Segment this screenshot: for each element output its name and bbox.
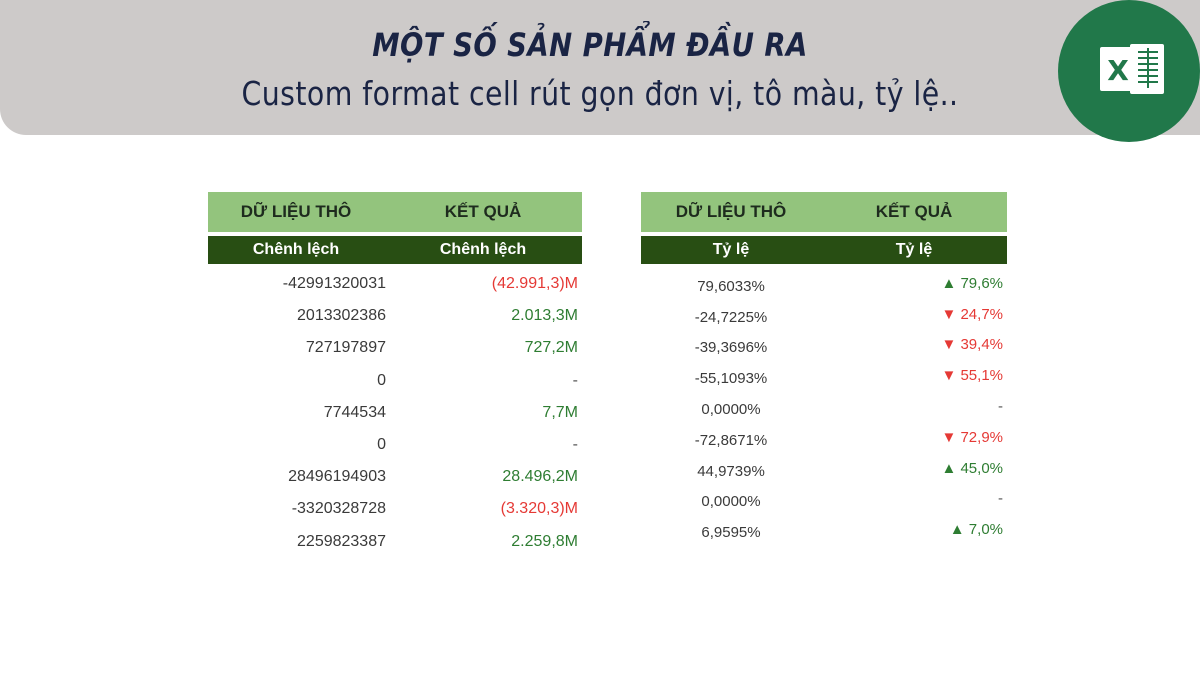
table-row: 0- [208, 365, 582, 397]
amount-subheader-result: Chênh lệch [439, 241, 527, 258]
raw-value: 6,9595% [701, 524, 761, 542]
table-row: 7744534 7,7M [208, 397, 582, 429]
excel-logo-letter: X [1107, 54, 1129, 87]
table-row: 727197897 727,2M [208, 332, 582, 364]
result-value: ▲ 79,6% [941, 274, 1003, 292]
result-value: 727,2M [524, 339, 578, 357]
result-value: ▼ 39,4% [941, 336, 1003, 354]
table-row: 0,0000% - [641, 484, 1007, 515]
page-subtitle: Custom format cell rút gọn đơn vị, tô mà… [241, 74, 959, 113]
ratio-header-raw: DỮ LIỆU THÔ [675, 202, 787, 221]
amount-header-result: KẾT QUẢ [444, 202, 522, 221]
raw-value: 28496194903 [288, 468, 386, 486]
result-value: ▼ 24,7% [941, 305, 1003, 323]
result-value: 28.496,2M [502, 468, 578, 486]
result-value: - [572, 436, 578, 454]
table-row: 2259823387 2.259,8M [208, 526, 582, 558]
ratio-subheader-raw: Tỷ lệ [712, 241, 750, 258]
raw-value: -3320328728 [291, 500, 386, 518]
table-row: 0- [208, 429, 582, 461]
raw-value: 0,0000% [701, 401, 761, 419]
table-row: 6,9595% ▲ 7,0% [641, 514, 1007, 545]
table-row: 44,9739% ▲ 45,0% [641, 453, 1007, 484]
ratio-header-result: KẾT QUẢ [875, 202, 953, 221]
result-value: (42.991,3)M [491, 275, 578, 293]
raw-value: 727197897 [305, 339, 386, 357]
result-value: 2.013,3M [511, 307, 578, 325]
ratio-table-header: DỮ LIỆU THÔ KẾT QUẢ [641, 192, 1007, 232]
table-row: 2013302386 2.013,3M [208, 300, 582, 332]
raw-value: 2259823387 [297, 532, 386, 550]
amount-rows: -42991320031 (42.991,3)M 2013302386 2.013,… [208, 268, 582, 558]
table-row: -55,1093% ▼ 55,1% [641, 360, 1007, 391]
raw-value: 0 [377, 371, 386, 389]
title-banner: MỘT SỐ SẢN PHẨM ĐẦU RA Custom format cel… [0, 0, 1200, 135]
raw-value: 2013302386 [297, 307, 386, 325]
raw-value: 44,9739% [697, 462, 765, 480]
table-row: -42991320031 (42.991,3)M [208, 268, 582, 300]
result-value: ▲ 45,0% [941, 459, 1003, 477]
table-row: -3320328728 (3.320,3)M [208, 493, 582, 525]
amount-table: DỮ LIỆU THÔ KẾT QUẢ Chênh lệch Chênh lệc… [208, 192, 582, 558]
amount-header-raw: DỮ LIỆU THÔ [240, 202, 352, 221]
raw-value: 79,6033% [697, 277, 765, 295]
raw-value: 7744534 [323, 403, 386, 421]
raw-value: -55,1093% [694, 370, 768, 388]
excel-icon: X [1058, 0, 1200, 142]
ratio-rows: 79,6033% ▲ 79,6% -24,7225% ▼ 24,7% -39,369… [641, 268, 1007, 545]
raw-value: 0 [377, 436, 386, 454]
result-value: ▼ 72,9% [941, 428, 1003, 446]
result-value: - [998, 490, 1003, 508]
raw-value: -39,3696% [694, 339, 768, 357]
table-row: -39,3696% ▼ 39,4% [641, 330, 1007, 361]
table-row: 0,0000% - [641, 391, 1007, 422]
page-title: MỘT SỐ SẢN PHẨM ĐẦU RA [372, 26, 808, 64]
table-row: 28496194903 28.496,2M [208, 461, 582, 493]
table-row: -24,7225% ▼ 24,7% [641, 299, 1007, 330]
result-value: ▼ 55,1% [941, 367, 1003, 385]
table-row: 79,6033% ▲ 79,6% [641, 268, 1007, 299]
raw-value: -24,7225% [694, 308, 768, 326]
ratio-subheader-result: Tỷ lệ [895, 241, 933, 258]
ratio-table-subheader: Tỷ lệ Tỷ lệ [641, 236, 1007, 264]
result-value: 7,7M [542, 403, 578, 421]
table-row: -72,8671% ▼ 72,9% [641, 422, 1007, 453]
result-value: ▲ 7,0% [949, 521, 1003, 539]
raw-value: 0,0000% [701, 493, 761, 511]
raw-value: -42991320031 [282, 275, 386, 293]
result-value: (3.320,3)M [500, 500, 578, 518]
result-value: - [998, 398, 1003, 416]
result-value: - [572, 371, 578, 389]
raw-value: -72,8671% [694, 431, 768, 449]
amount-table-subheader: Chênh lệch Chênh lệch [208, 236, 582, 264]
amount-subheader-raw: Chênh lệch [252, 241, 340, 258]
amount-table-header: DỮ LIỆU THÔ KẾT QUẢ [208, 192, 582, 232]
ratio-table: DỮ LIỆU THÔ KẾT QUẢ Tỷ lệ Tỷ lệ 79,6033%… [641, 192, 1007, 545]
result-value: 2.259,8M [511, 532, 578, 550]
